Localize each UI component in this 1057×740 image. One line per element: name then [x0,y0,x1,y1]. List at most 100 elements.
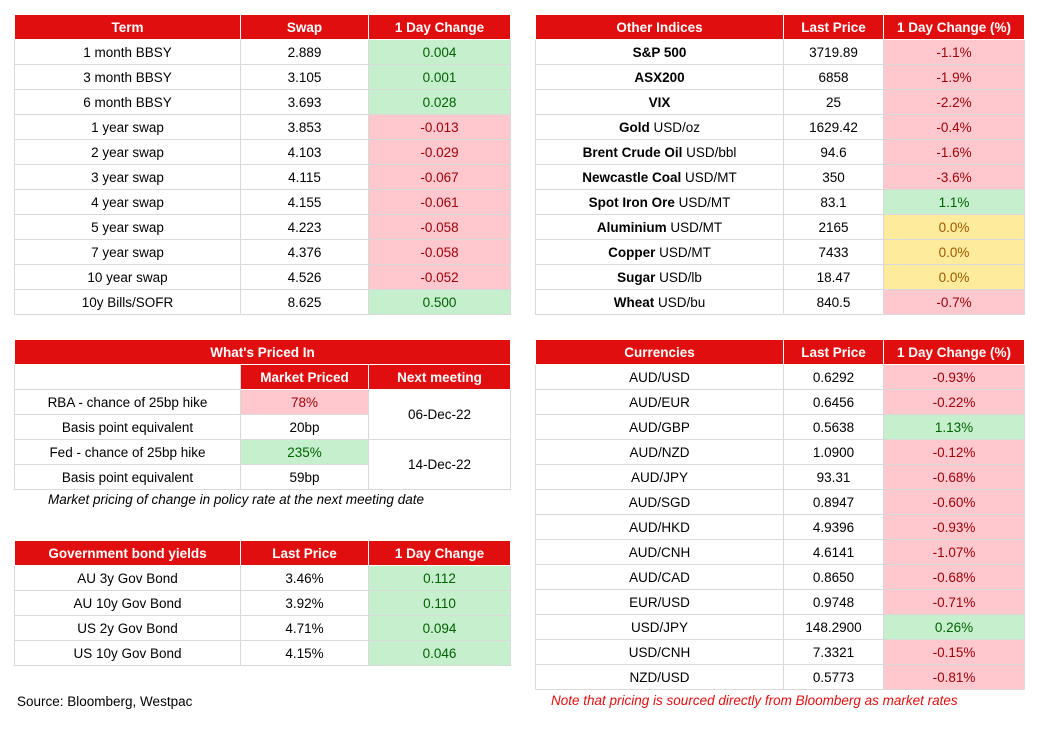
swap-cell: 4.115 [240,164,369,190]
change-cell: -0.067 [368,164,511,190]
change-cell: -0.058 [368,239,511,265]
pair-cell: USD/CNH [535,639,784,665]
swap-cell: 4.103 [240,139,369,165]
index-name-cell: Sugar USD/lb [535,264,784,290]
table-row: 3 year swap 4.115 -0.067 [14,164,511,190]
index-unit: USD/MT [655,244,711,260]
index-unit: USD/MT [666,219,723,235]
index-name: Aluminium [596,219,667,235]
swap-rates-table: Term Swap 1 Day Change 1 month BBSY 2.889… [14,14,511,315]
header-currency: Currencies [535,339,784,365]
price-cell: 25 [783,89,884,115]
index-unit: USD/MT [681,169,737,185]
table-row: 6 month BBSY 3.693 0.028 [14,89,511,115]
change-cell: 0.001 [368,64,511,90]
index-name: S&P 500 [632,44,687,60]
price-cell: 18.47 [783,264,884,290]
price-cell: 3.92% [240,590,369,616]
table-row: S&P 500 3719.89 -1.1% [535,39,1025,65]
index-name-cell: Spot Iron Ore USD/MT [535,189,784,215]
table-row: Brent Crude Oil USD/bbl 94.6 -1.6% [535,139,1025,165]
index-name: Newcastle Coal [582,169,682,185]
table-row: AUD/NZD 1.0900 -0.12% [535,439,1025,465]
table-header-row: Other Indices Last Price 1 Day Change (%… [535,14,1025,40]
change-cell: 0.028 [368,89,511,115]
swap-cell: 4.155 [240,189,369,215]
change-cell: 0.110 [368,590,511,616]
currencies-table: Currencies Last Price 1 Day Change (%) A… [535,339,1025,690]
rba-hike-value: 78% [240,389,369,415]
table-header-row: Currencies Last Price 1 Day Change (%) [535,339,1025,365]
table-row: AUD/CAD 0.8650 -0.68% [535,564,1025,590]
swap-cell: 8.625 [240,289,369,315]
term-cell: 1 month BBSY [14,39,241,65]
pair-cell: AUD/CAD [535,564,784,590]
price-cell: 1629.42 [783,114,884,140]
index-unit: USD/MT [674,194,731,210]
table-row: USD/JPY 148.2900 0.26% [535,614,1025,640]
header-last-price: Last Price [783,14,884,40]
table-row: Aluminium USD/MT 2165 0.0% [535,214,1025,240]
header-index: Other Indices [535,14,784,40]
rba-next-meeting: 06-Dec-22 [367,389,512,440]
swap-cell: 4.376 [240,239,369,265]
table-row: Newcastle Coal USD/MT 350 -3.6% [535,164,1025,190]
table-row: ASX200 6858 -1.9% [535,64,1025,90]
price-cell: 4.9396 [783,514,884,540]
swap-cell: 3.693 [240,89,369,115]
table-row: AUD/JPY 93.31 -0.68% [535,464,1025,490]
term-cell: 5 year swap [14,214,241,240]
header-bond-price: Last Price [240,540,369,566]
table-row: 1 year swap 3.853 -0.013 [14,114,511,140]
index-name-cell: Brent Crude Oil USD/bbl [535,139,784,165]
fed-next-meeting: 14-Dec-22 [367,439,512,490]
change-cell: -0.71% [883,589,1025,615]
price-cell: 148.2900 [783,614,884,640]
header-market-priced: Market Priced [240,364,369,390]
table-header-row: Term Swap 1 Day Change [14,14,511,40]
change-cell: -0.60% [883,489,1025,515]
index-name: Spot Iron Ore [588,194,675,210]
table-row: US 2y Gov Bond 4.71% 0.094 [14,615,511,641]
pair-cell: AUD/NZD [535,439,784,465]
table-row: US 10y Gov Bond 4.15% 0.046 [14,640,511,666]
table-row: AUD/CNH 4.6141 -1.07% [535,539,1025,565]
table-row: AU 3y Gov Bond 3.46% 0.112 [14,565,511,591]
price-cell: 7433 [783,239,884,265]
fed-hike-label: Fed - chance of 25bp hike [14,439,241,465]
table-row: NZD/USD 0.5773 -0.81% [535,664,1025,690]
change-cell: -1.9% [883,64,1025,90]
pair-cell: AUD/EUR [535,389,784,415]
index-name: Wheat [613,294,655,310]
index-name: Sugar [617,269,656,285]
change-cell: 0.0% [883,239,1025,265]
table-row: Spot Iron Ore USD/MT 83.1 1.1% [535,189,1025,215]
pricing-disclaimer: Note that pricing is sourced directly fr… [551,693,958,708]
blank-header-cell [14,364,241,390]
pair-cell: NZD/USD [535,664,784,690]
index-name: Brent Crude Oil [582,144,683,160]
change-cell: 0.004 [368,39,511,65]
fed-bp-value: 59bp [240,464,369,490]
change-cell: 0.046 [368,640,511,666]
table-row: 10 year swap 4.526 -0.052 [14,264,511,290]
price-cell: 94.6 [783,139,884,165]
table-row: 4 year swap 4.155 -0.061 [14,189,511,215]
table-row: 2 year swap 4.103 -0.029 [14,139,511,165]
table-row: 1 month BBSY 2.889 0.004 [14,39,511,65]
price-cell: 4.71% [240,615,369,641]
price-cell: 83.1 [783,189,884,215]
index-name: Copper [608,244,656,260]
term-cell: 10 year swap [14,264,241,290]
change-cell: 1.1% [883,189,1025,215]
price-cell: 840.5 [783,289,884,315]
table-row: 3 month BBSY 3.105 0.001 [14,64,511,90]
change-cell: -0.68% [883,564,1025,590]
change-cell: -1.6% [883,139,1025,165]
header-bond: Government bond yields [14,540,241,566]
table-row: Gold USD/oz 1629.42 -0.4% [535,114,1025,140]
header-term: Term [14,14,241,40]
table-row: EUR/USD 0.9748 -0.71% [535,589,1025,615]
bond-name-cell: AU 10y Gov Bond [14,590,241,616]
table-row: Wheat USD/bu 840.5 -0.7% [535,289,1025,315]
